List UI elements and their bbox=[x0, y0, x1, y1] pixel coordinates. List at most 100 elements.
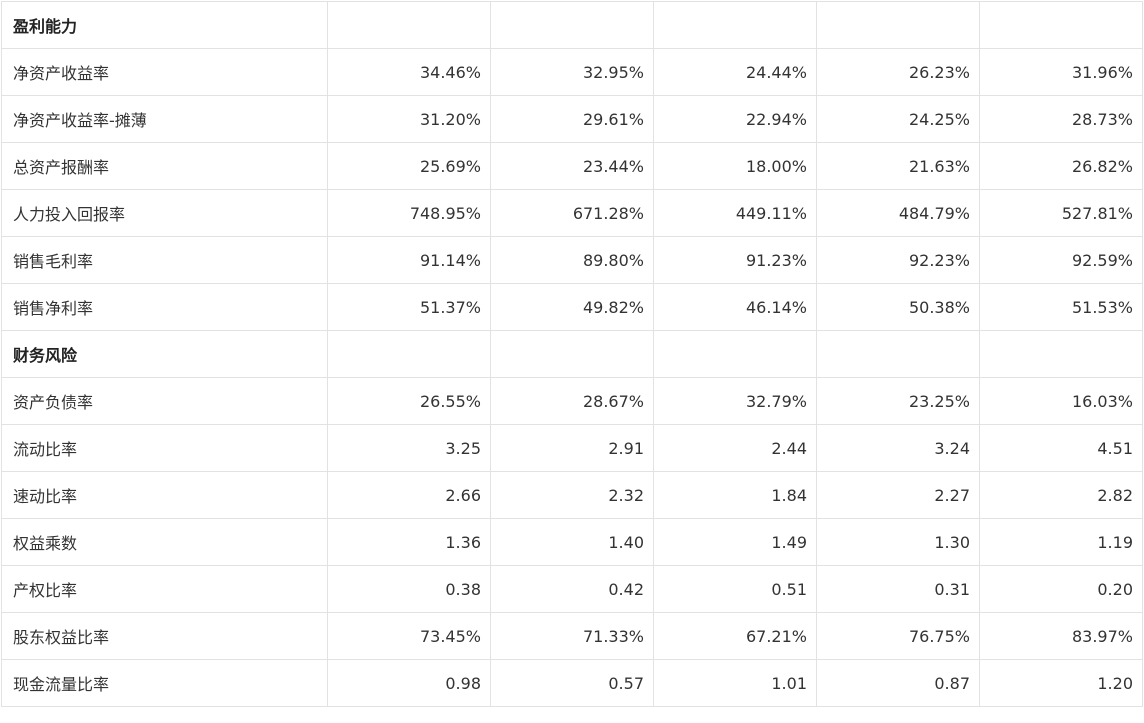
metric-value: 32.95% bbox=[490, 48, 654, 96]
metric-value: 29.61% bbox=[490, 95, 654, 143]
table-row: 流动比率 3.25 2.91 2.44 3.24 4.51 bbox=[1, 424, 1143, 472]
empty-cell bbox=[653, 330, 817, 378]
metric-value: 71.33% bbox=[490, 612, 654, 660]
metric-value: 1.40 bbox=[490, 518, 654, 566]
empty-cell bbox=[490, 330, 654, 378]
metric-label: 总资产报酬率 bbox=[1, 142, 328, 190]
metric-value: 22.94% bbox=[653, 95, 817, 143]
metric-value: 18.00% bbox=[653, 142, 817, 190]
metric-value: 1.30 bbox=[816, 518, 980, 566]
metric-value: 0.98 bbox=[327, 659, 491, 707]
empty-cell bbox=[490, 1, 654, 49]
metric-value: 92.23% bbox=[816, 236, 980, 284]
metric-value: 32.79% bbox=[653, 377, 817, 425]
metric-value: 0.51 bbox=[653, 565, 817, 613]
metric-label: 速动比率 bbox=[1, 471, 328, 519]
metric-value: 24.25% bbox=[816, 95, 980, 143]
metric-value: 73.45% bbox=[327, 612, 491, 660]
metric-value: 2.66 bbox=[327, 471, 491, 519]
metric-value: 0.31 bbox=[816, 565, 980, 613]
financial-indicators-body: 盈利能力 净资产收益率 34.46% 32.95% 24.44% 26.23% 31.96%… bbox=[1, 1, 1143, 707]
metric-value: 51.53% bbox=[979, 283, 1143, 331]
metric-value: 527.81% bbox=[979, 189, 1143, 237]
metric-value: 0.20 bbox=[979, 565, 1143, 613]
table-row: 销售毛利率 91.14% 89.80% 91.23% 92.23% 92.59% bbox=[1, 236, 1143, 284]
table-row: 资产负债率 26.55% 28.67% 32.79% 23.25% 16.03% bbox=[1, 377, 1143, 425]
table-row: 现金流量比率 0.98 0.57 1.01 0.87 1.20 bbox=[1, 659, 1143, 707]
metric-value: 748.95% bbox=[327, 189, 491, 237]
section-header-row: 财务风险 bbox=[1, 330, 1143, 378]
empty-cell bbox=[816, 330, 980, 378]
empty-cell bbox=[979, 330, 1143, 378]
metric-value: 1.49 bbox=[653, 518, 817, 566]
table-row: 净资产收益率-摊薄 31.20% 29.61% 22.94% 24.25% 28.73% bbox=[1, 95, 1143, 143]
metric-value: 1.84 bbox=[653, 471, 817, 519]
table-row: 速动比率 2.66 2.32 1.84 2.27 2.82 bbox=[1, 471, 1143, 519]
metric-value: 51.37% bbox=[327, 283, 491, 331]
metric-label: 股东权益比率 bbox=[1, 612, 328, 660]
metric-value: 50.38% bbox=[816, 283, 980, 331]
metric-value: 25.69% bbox=[327, 142, 491, 190]
metric-value: 2.32 bbox=[490, 471, 654, 519]
metric-label: 净资产收益率-摊薄 bbox=[1, 95, 328, 143]
metric-value: 2.27 bbox=[816, 471, 980, 519]
metric-value: 92.59% bbox=[979, 236, 1143, 284]
metric-value: 23.44% bbox=[490, 142, 654, 190]
empty-cell bbox=[979, 1, 1143, 49]
metric-value: 24.44% bbox=[653, 48, 817, 96]
metric-label: 销售净利率 bbox=[1, 283, 328, 331]
metric-value: 671.28% bbox=[490, 189, 654, 237]
section-title: 财务风险 bbox=[1, 330, 328, 378]
metric-value: 46.14% bbox=[653, 283, 817, 331]
metric-value: 484.79% bbox=[816, 189, 980, 237]
metric-value: 1.20 bbox=[979, 659, 1143, 707]
metric-label: 人力投入回报率 bbox=[1, 189, 328, 237]
metric-value: 16.03% bbox=[979, 377, 1143, 425]
metric-value: 83.97% bbox=[979, 612, 1143, 660]
metric-value: 91.23% bbox=[653, 236, 817, 284]
metric-label: 销售毛利率 bbox=[1, 236, 328, 284]
metric-label: 产权比率 bbox=[1, 565, 328, 613]
metric-value: 3.24 bbox=[816, 424, 980, 472]
metric-value: 0.42 bbox=[490, 565, 654, 613]
metric-label: 流动比率 bbox=[1, 424, 328, 472]
metric-label: 权益乘数 bbox=[1, 518, 328, 566]
metric-value: 21.63% bbox=[816, 142, 980, 190]
table-row: 产权比率 0.38 0.42 0.51 0.31 0.20 bbox=[1, 565, 1143, 613]
empty-cell bbox=[816, 1, 980, 49]
metric-value: 4.51 bbox=[979, 424, 1143, 472]
metric-value: 2.44 bbox=[653, 424, 817, 472]
metric-value: 28.73% bbox=[979, 95, 1143, 143]
metric-value: 1.01 bbox=[653, 659, 817, 707]
metric-value: 23.25% bbox=[816, 377, 980, 425]
metric-value: 34.46% bbox=[327, 48, 491, 96]
metric-value: 0.57 bbox=[490, 659, 654, 707]
table-row: 销售净利率 51.37% 49.82% 46.14% 50.38% 51.53% bbox=[1, 283, 1143, 331]
metric-value: 26.82% bbox=[979, 142, 1143, 190]
metric-value: 31.20% bbox=[327, 95, 491, 143]
empty-cell bbox=[653, 1, 817, 49]
table-row: 人力投入回报率 748.95% 671.28% 449.11% 484.79% 527.8… bbox=[1, 189, 1143, 237]
metric-value: 91.14% bbox=[327, 236, 491, 284]
table-row: 股东权益比率 73.45% 71.33% 67.21% 76.75% 83.97% bbox=[1, 612, 1143, 660]
metric-label: 现金流量比率 bbox=[1, 659, 328, 707]
metric-value: 3.25 bbox=[327, 424, 491, 472]
metric-value: 1.36 bbox=[327, 518, 491, 566]
metric-value: 26.55% bbox=[327, 377, 491, 425]
table-row: 净资产收益率 34.46% 32.95% 24.44% 26.23% 31.96% bbox=[1, 48, 1143, 96]
metric-value: 2.82 bbox=[979, 471, 1143, 519]
metric-value: 0.38 bbox=[327, 565, 491, 613]
table-row: 权益乘数 1.36 1.40 1.49 1.30 1.19 bbox=[1, 518, 1143, 566]
financial-indicators-table: 盈利能力 净资产收益率 34.46% 32.95% 24.44% 26.23% 31.96%… bbox=[1, 1, 1143, 707]
metric-value: 67.21% bbox=[653, 612, 817, 660]
metric-value: 31.96% bbox=[979, 48, 1143, 96]
metric-label: 资产负债率 bbox=[1, 377, 328, 425]
metric-value: 1.19 bbox=[979, 518, 1143, 566]
metric-value: 49.82% bbox=[490, 283, 654, 331]
metric-value: 89.80% bbox=[490, 236, 654, 284]
metric-value: 0.87 bbox=[816, 659, 980, 707]
metric-value: 28.67% bbox=[490, 377, 654, 425]
metric-value: 76.75% bbox=[816, 612, 980, 660]
metric-label: 净资产收益率 bbox=[1, 48, 328, 96]
section-header-row: 盈利能力 bbox=[1, 1, 1143, 49]
